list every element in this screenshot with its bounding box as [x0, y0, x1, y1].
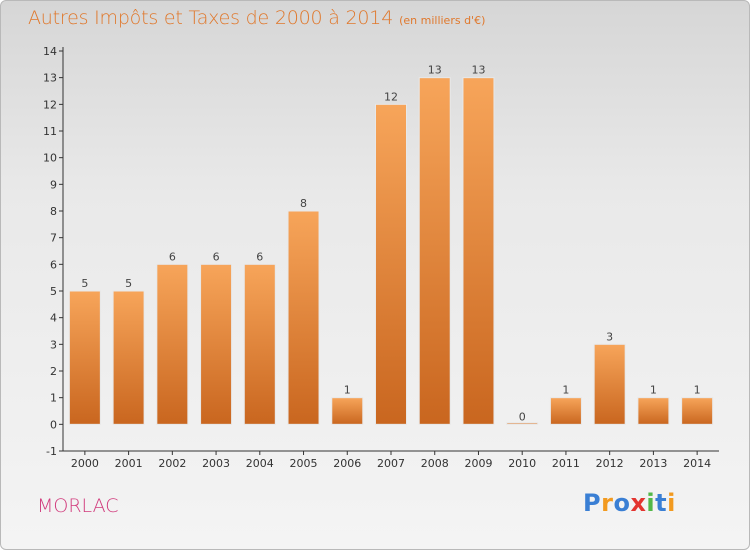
logo-letter: i [646, 489, 656, 517]
x-tick-label: 2006 [333, 457, 361, 470]
bar [462, 77, 495, 425]
y-tick-label: 3 [50, 338, 57, 351]
bar-value-label: 1 [694, 384, 701, 397]
bar-value-label: 0 [519, 410, 526, 423]
bar-value-label: 1 [650, 384, 657, 397]
commune-name: MORLAC [37, 495, 119, 517]
x-tick-label: 2001 [115, 457, 143, 470]
bar-value-label: 1 [562, 384, 569, 397]
x-tick-label: 2004 [246, 457, 274, 470]
y-tick-label: 1 [50, 392, 57, 405]
y-tick-label: 11 [43, 125, 57, 138]
x-tick-label: 2005 [290, 457, 318, 470]
y-tick-label: 14 [43, 45, 57, 58]
x-tick-label: 2014 [683, 457, 711, 470]
y-tick-label: 2 [50, 365, 57, 378]
logo-letter: r [601, 489, 614, 517]
bar-value-label: 8 [300, 197, 307, 210]
x-tick-label: 2002 [158, 457, 186, 470]
bar [243, 263, 276, 425]
y-tick-label: 5 [50, 285, 57, 298]
x-tick-label: 2011 [552, 457, 580, 470]
y-tick-label: 0 [50, 418, 57, 431]
y-tick-label: 9 [50, 178, 57, 191]
y-tick-label: 4 [50, 312, 57, 325]
x-tick-label: 2013 [639, 457, 667, 470]
bar [637, 397, 670, 425]
bar-value-label: 5 [81, 277, 88, 290]
logo-letter: o [613, 489, 631, 517]
bar [156, 263, 189, 425]
chart-subtitle: (en milliers d'€) [399, 14, 486, 27]
bar-value-label: 5 [125, 277, 132, 290]
bar [287, 210, 320, 425]
x-tick-label: 2010 [508, 457, 536, 470]
logo-letter: P [583, 489, 602, 517]
bar [68, 290, 101, 425]
x-tick-label: 2008 [421, 457, 449, 470]
bar [418, 77, 451, 425]
x-tick-label: 2012 [596, 457, 624, 470]
y-tick-label: 6 [50, 258, 57, 271]
bar [331, 397, 364, 425]
y-tick-label: 7 [50, 232, 57, 245]
y-tick-label: 10 [43, 152, 57, 165]
proxiti-logo: Proxiti [583, 489, 676, 517]
logo-letter: i [667, 489, 676, 517]
chart-title: Autres Impôts et Taxes de 2000 à 2014 [28, 7, 394, 29]
x-tick-label: 2009 [464, 457, 492, 470]
bar [593, 343, 626, 425]
bar-value-label: 12 [384, 90, 398, 103]
y-tick-label: 12 [43, 98, 57, 111]
x-tick-label: 2000 [71, 457, 99, 470]
bar [112, 290, 145, 425]
bar-value-label: 1 [344, 384, 351, 397]
bar [200, 263, 233, 425]
bar [375, 103, 407, 425]
logo-letter: x [630, 489, 647, 517]
bar [681, 397, 714, 425]
bar-value-label: 6 [213, 250, 220, 263]
y-tick-label: -1 [46, 445, 57, 458]
y-tick-label: 13 [43, 72, 57, 85]
bar-value-label: 13 [471, 64, 485, 77]
bar-value-label: 6 [256, 250, 263, 263]
y-tick-label: 8 [50, 205, 57, 218]
x-tick-label: 2003 [202, 457, 230, 470]
bar [549, 397, 582, 425]
x-tick-label: 2007 [377, 457, 405, 470]
bar-value-label: 3 [606, 330, 613, 343]
chart-title-block: Autres Impôts et Taxes de 2000 à 2014 (en… [28, 7, 485, 29]
bar-value-label: 6 [169, 250, 176, 263]
bar [506, 422, 539, 425]
bar-value-label: 13 [428, 64, 442, 77]
logo-letter: t [655, 489, 668, 517]
